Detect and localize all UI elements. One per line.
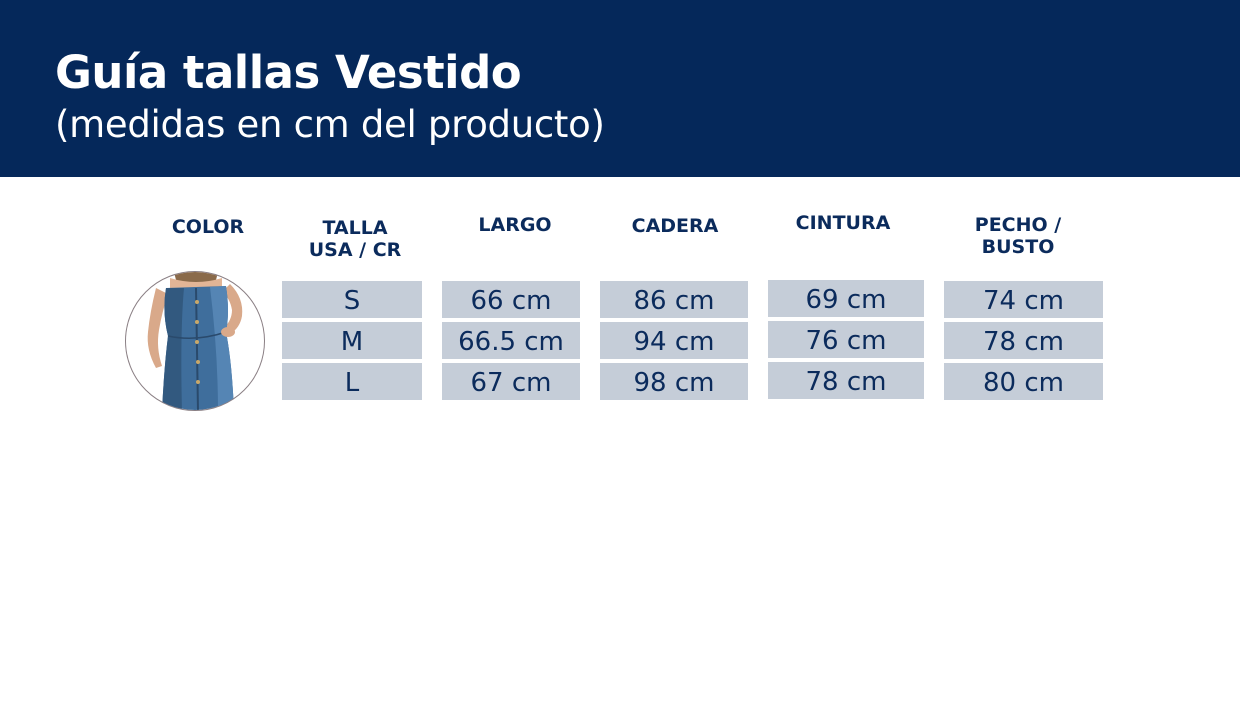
column-header-color-label: COLOR — [171, 216, 245, 238]
page-title: Guía tallas Vestido — [55, 46, 522, 99]
table-cell-talla-m: M — [282, 322, 422, 359]
table-cell-pecho-m: 78 cm — [944, 322, 1103, 359]
column-header-talla-line1: TALLA — [322, 217, 388, 239]
table-cell-pecho-s: 74 cm — [944, 281, 1103, 318]
table-cell-cadera-s: 86 cm — [600, 281, 748, 318]
column-header-cintura: CINTURA — [772, 212, 914, 234]
table-cell-cintura-m: 76 cm — [768, 321, 924, 358]
table-cell-cintura-l: 78 cm — [768, 362, 924, 399]
table-cell-largo-m: 66.5 cm — [442, 322, 580, 359]
table-cell-largo-l: 67 cm — [442, 363, 580, 400]
column-header-largo-label: LARGO — [478, 214, 552, 236]
table-cell-cadera-l: 98 cm — [600, 363, 748, 400]
column-header-color: COLOR — [160, 216, 256, 238]
header-banner: Guía tallas Vestido (medidas en cm del p… — [0, 0, 1240, 177]
table-cell-cadera-m: 94 cm — [600, 322, 748, 359]
table-cell-talla-s: S — [282, 281, 422, 318]
table-cell-talla-l: L — [282, 363, 422, 400]
column-header-talla: TALLA USA / CR — [290, 217, 420, 261]
column-header-cintura-label: CINTURA — [795, 212, 891, 234]
table-cell-largo-s: 66 cm — [442, 281, 580, 318]
column-header-pecho-line1: PECHO / — [974, 214, 1062, 236]
column-header-largo: LARGO — [450, 214, 580, 236]
column-header-cadera: CADERA — [605, 215, 745, 237]
denim-dress-icon — [147, 272, 243, 410]
column-header-cadera-label: CADERA — [631, 215, 719, 237]
column-header-talla-line2: USA / CR — [308, 239, 402, 261]
column-header-pecho: PECHO / BUSTO — [950, 214, 1086, 258]
page-subtitle: (medidas en cm del producto) — [55, 103, 605, 146]
table-cell-pecho-l: 80 cm — [944, 363, 1103, 400]
table-cell-cintura-s: 69 cm — [768, 280, 924, 317]
column-header-pecho-line2: BUSTO — [981, 236, 1055, 258]
denim-dress-photo — [125, 271, 265, 411]
